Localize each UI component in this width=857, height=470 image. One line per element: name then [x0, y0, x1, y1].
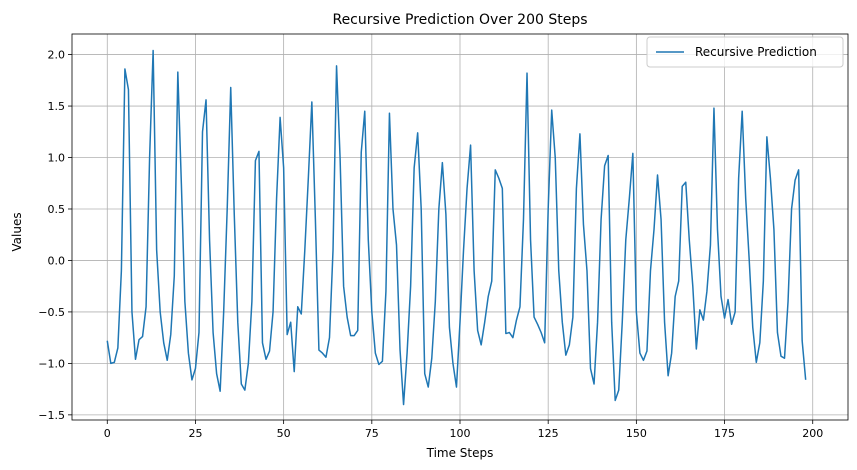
x-tick-label: 0 [104, 427, 111, 440]
x-tick-label: 50 [277, 427, 291, 440]
x-tick-label: 200 [802, 427, 823, 440]
chart-title: Recursive Prediction Over 200 Steps [332, 12, 587, 28]
y-tick-label: −1.0 [38, 357, 65, 370]
legend-box [646, 36, 844, 68]
y-tick-label: 0.5 [48, 203, 66, 216]
y-tick-label: −0.5 [38, 306, 65, 319]
y-tick-label: −1.5 [38, 409, 65, 422]
y-axis-label: Values [10, 212, 24, 251]
x-tick-label: 125 [538, 427, 559, 440]
x-tick-label: 175 [714, 427, 735, 440]
legend-label: Recursive Prediction [695, 45, 817, 59]
x-axis: 0 25 50 75 100 125 150 175 200 [104, 420, 823, 440]
x-tick-label: 150 [626, 427, 647, 440]
x-axis-label: Time Steps [426, 446, 494, 460]
y-axis: −1.5 −1.0 −0.5 0.0 0.5 1.0 1.5 2.0 [38, 49, 72, 422]
y-tick-label: 0.0 [48, 254, 66, 267]
y-tick-label: 1.0 [48, 152, 66, 165]
y-tick-label: 1.5 [48, 100, 66, 113]
series-layer [106, 49, 807, 406]
x-tick-label: 25 [188, 427, 202, 440]
series-line [106, 49, 807, 406]
y-tick-label: 2.0 [48, 49, 66, 62]
x-tick-label: 75 [365, 427, 379, 440]
x-tick-label: 100 [450, 427, 471, 440]
legend: Recursive Prediction [646, 36, 844, 68]
